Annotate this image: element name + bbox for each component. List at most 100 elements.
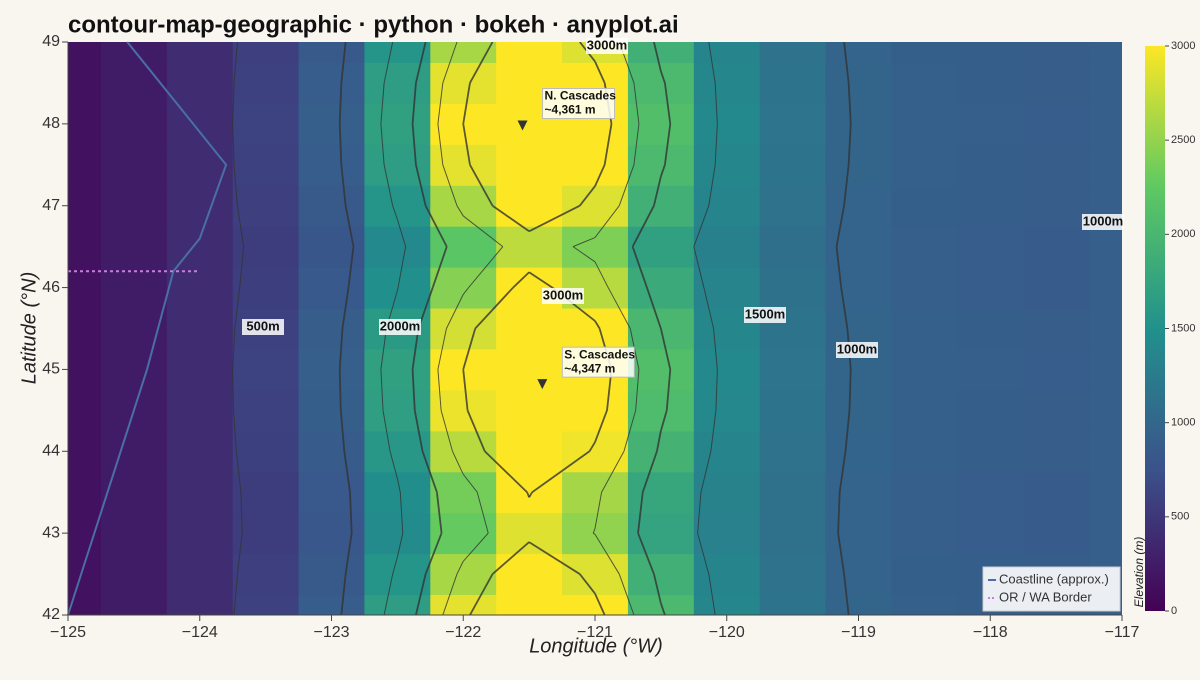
contour-line — [338, 369, 342, 411]
heat-cell — [562, 308, 629, 350]
contour-line — [456, 205, 464, 217]
contour-line — [383, 164, 394, 206]
heat-cell — [496, 185, 563, 227]
contour-line — [462, 287, 469, 295]
contour-line — [347, 246, 355, 288]
heat-cell — [430, 267, 497, 309]
heat-cell — [891, 42, 958, 63]
heat-cell — [1023, 471, 1090, 514]
heat-cell — [68, 389, 102, 432]
heat-cell — [891, 430, 958, 473]
heat-cell — [825, 103, 892, 145]
contour-line — [594, 534, 620, 575]
contour-line — [437, 123, 444, 165]
contour-line — [659, 328, 672, 370]
colorbar-label: Elevation (m) — [1132, 537, 1146, 608]
heat-cell — [627, 103, 695, 145]
contour-line — [594, 593, 606, 615]
contour-line — [442, 573, 458, 615]
heat-cell — [562, 512, 629, 555]
heat-cell — [825, 62, 892, 104]
heat-cell — [298, 553, 365, 596]
heat-cell — [562, 471, 629, 514]
contour-line — [236, 533, 243, 575]
contour-label-bg — [1082, 214, 1124, 230]
heat-cell — [627, 42, 695, 63]
contour-line — [440, 410, 453, 452]
heat-cell — [693, 144, 761, 186]
contour-line — [512, 271, 530, 289]
heat-cell — [825, 144, 892, 186]
contour-line — [843, 42, 850, 84]
heat-cell — [166, 594, 234, 615]
contour-line — [233, 42, 238, 83]
x-tick-label: −118 — [973, 624, 1008, 641]
heat-cell — [496, 553, 563, 596]
heat-cell — [825, 512, 892, 555]
contour-line — [462, 369, 469, 411]
heat-cell — [1089, 471, 1122, 514]
contour-line — [383, 42, 394, 84]
heat-cell — [298, 103, 365, 145]
peak-marker — [517, 120, 528, 131]
heat-cell — [1023, 389, 1090, 432]
heat-cell — [430, 144, 497, 186]
contour-line — [437, 369, 442, 411]
contour-line — [462, 215, 504, 248]
heat-cell — [693, 512, 761, 555]
heat-cell — [496, 42, 563, 63]
contour-line — [592, 528, 596, 534]
heat-cell — [166, 471, 234, 514]
heat-cell — [957, 103, 1024, 145]
contour-line — [462, 82, 471, 125]
heat-cell — [693, 267, 761, 309]
contour-line — [411, 82, 417, 124]
contour-line — [660, 603, 666, 615]
contour-line — [380, 369, 384, 411]
heat-cell — [627, 553, 695, 596]
heat-cell — [430, 42, 497, 63]
heat-cell — [891, 226, 958, 268]
heat-cell — [364, 62, 431, 104]
heat-cell — [232, 348, 300, 391]
heat-cell — [100, 103, 168, 145]
contour-line — [697, 492, 702, 534]
contour-line — [594, 164, 606, 187]
contour-line — [442, 164, 458, 206]
y-tick-label: 45 — [42, 361, 60, 378]
heatmap — [68, 42, 1122, 615]
contour-line — [579, 573, 596, 595]
contour-line — [664, 82, 672, 124]
heat-cell — [68, 471, 102, 514]
heat-cell — [562, 594, 629, 615]
heat-cell — [627, 471, 695, 514]
heat-cell — [364, 430, 431, 473]
colorbar-tick-label: 500 — [1171, 511, 1189, 523]
heat-cell — [759, 471, 827, 514]
contour-line — [637, 492, 644, 534]
heat-cell — [496, 308, 563, 350]
contour-line — [700, 451, 712, 493]
contour-line — [413, 410, 424, 452]
contour-line — [456, 561, 464, 575]
contour-line — [847, 123, 852, 165]
heat-cell — [166, 553, 234, 596]
heat-cell — [1023, 267, 1090, 309]
contour-line — [528, 541, 581, 575]
heat-cell — [298, 389, 365, 432]
heat-cell — [759, 553, 827, 596]
heat-cell — [496, 348, 563, 391]
heat-cell — [232, 512, 300, 555]
heat-cell — [430, 62, 497, 104]
heat-cell — [298, 430, 365, 473]
contour-line — [399, 492, 404, 534]
peak-marker — [537, 379, 548, 390]
heat-cell — [562, 144, 629, 186]
heat-cell — [298, 144, 365, 186]
heat-cell — [100, 185, 168, 227]
heat-cell — [298, 471, 365, 514]
contour-line — [631, 246, 648, 288]
heat-cell — [496, 512, 563, 555]
contour-line — [588, 441, 596, 452]
contour-line — [835, 246, 843, 288]
